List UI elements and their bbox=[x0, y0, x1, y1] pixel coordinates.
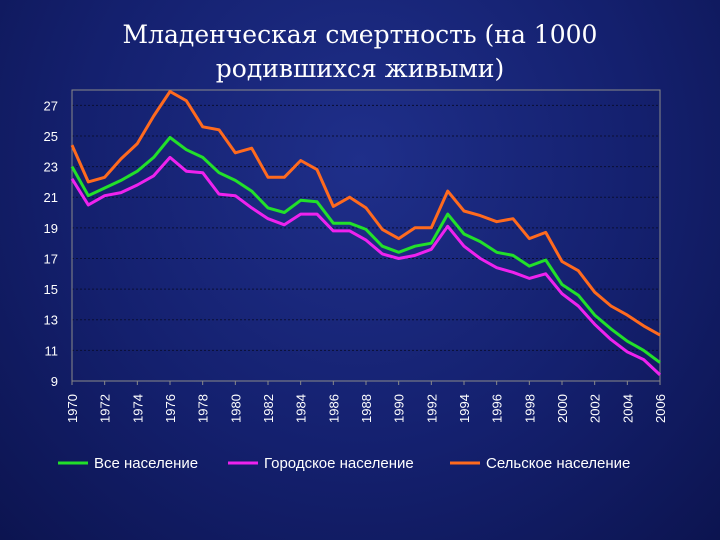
x-tick-label: 1988 bbox=[359, 394, 374, 423]
y-tick-label: 27 bbox=[44, 98, 58, 113]
y-tick-label: 13 bbox=[44, 313, 58, 328]
x-tick-label: 1992 bbox=[424, 394, 439, 423]
x-tick-label: 1998 bbox=[522, 394, 537, 423]
x-tick-label: 1994 bbox=[457, 394, 472, 423]
x-tick-label: 2000 bbox=[555, 394, 570, 423]
series-lines bbox=[70, 90, 662, 376]
x-tick-label: 2004 bbox=[620, 394, 635, 423]
y-tick-label: 25 bbox=[44, 129, 58, 144]
x-axis-ticks: 1970 1972 1974 1976 1978 1980 1982 1984 1986 1988… bbox=[65, 381, 668, 423]
legend-label: Все население bbox=[94, 455, 198, 472]
y-tick-label: 15 bbox=[44, 282, 58, 297]
plot-area-border bbox=[71, 89, 661, 382]
x-tick-label: 1984 bbox=[294, 394, 309, 423]
x-tick-label: 1978 bbox=[196, 394, 211, 423]
x-tick-label: 2002 bbox=[588, 394, 603, 423]
series-line-1 bbox=[70, 136, 661, 364]
x-tick-label: 1986 bbox=[326, 394, 341, 423]
series-line-3 bbox=[70, 90, 661, 337]
legend: Все население Городское население Сельское… bbox=[58, 455, 630, 472]
x-tick-label: 1972 bbox=[98, 394, 113, 423]
legend-label: Сельское население bbox=[486, 455, 630, 472]
x-tick-label: 1980 bbox=[228, 394, 243, 423]
x-tick-label: 2006 bbox=[653, 394, 668, 423]
x-tick-label: 1982 bbox=[261, 394, 276, 423]
x-tick-label: 1970 bbox=[65, 394, 80, 423]
legend-label: Городское население bbox=[264, 455, 414, 472]
y-axis-ticks: 9 11 13 15 17 19 21 23 25 27 bbox=[44, 98, 58, 389]
y-tick-label: 9 bbox=[51, 374, 58, 389]
x-tick-label: 1976 bbox=[163, 394, 178, 423]
y-tick-label: 11 bbox=[45, 343, 59, 358]
x-tick-label: 1996 bbox=[490, 394, 505, 423]
series-line-2 bbox=[70, 155, 662, 376]
slide-title: Младенческая смертность (на 1000 родивши… bbox=[122, 20, 598, 83]
y-tick-label: 21 bbox=[44, 190, 58, 205]
y-tick-label: 19 bbox=[44, 221, 58, 236]
x-tick-label: 1990 bbox=[392, 394, 407, 423]
y-tick-label: 17 bbox=[44, 251, 58, 266]
x-tick-label: 1974 bbox=[130, 394, 145, 423]
y-tick-label: 23 bbox=[44, 160, 58, 175]
